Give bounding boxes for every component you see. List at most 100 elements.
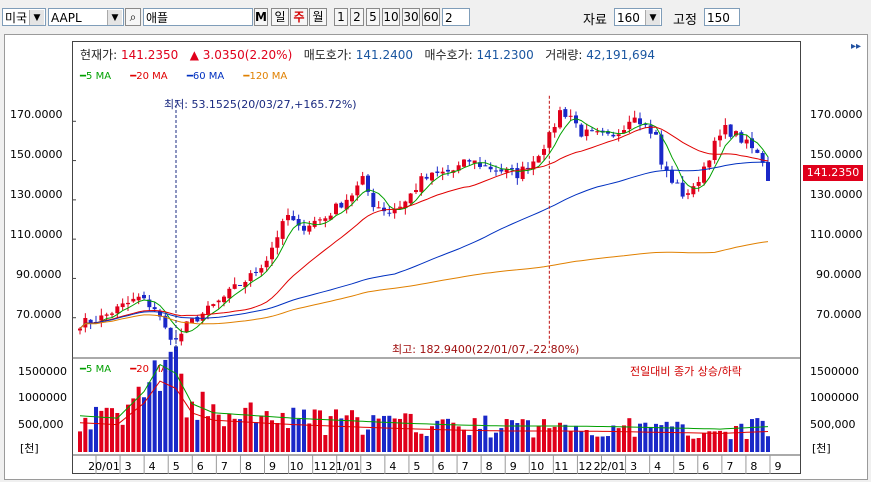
volume-bar: [339, 418, 344, 452]
search-button[interactable]: ⌕: [125, 8, 141, 26]
candle-body: [435, 171, 440, 173]
ma20-line: [79, 126, 769, 329]
candle-body: [104, 314, 109, 316]
high-annotation: 최고: 182.9400(22/01/07,-22.80%): [392, 343, 580, 356]
volume-bar: [766, 436, 770, 452]
candle-body: [568, 115, 573, 117]
volume-bar: [216, 414, 221, 452]
candle-body: [488, 166, 493, 170]
candle-body: [312, 220, 317, 227]
x-tick-label: 9: [269, 460, 276, 473]
up-arrow-icon: ▲: [189, 48, 199, 62]
volume-bar: [323, 435, 328, 452]
candle-body: [259, 268, 264, 273]
bid-value: 141.2300: [476, 48, 534, 62]
volume-bar: [680, 424, 685, 452]
candle-body: [579, 124, 584, 137]
volume-bar: [195, 419, 200, 452]
ask-label: 매도호가:: [303, 48, 352, 62]
volume-bar: [344, 415, 349, 452]
custom-minute-input[interactable]: 2: [442, 8, 470, 26]
volume-bar: [691, 438, 696, 452]
candle-body: [120, 303, 125, 308]
candle-body: [254, 271, 258, 273]
volume-bar: [744, 438, 749, 452]
chevron-down-icon[interactable]: ▼: [645, 10, 660, 25]
symbol-input[interactable]: AAPL ▼: [48, 8, 124, 26]
candle-body: [142, 294, 146, 299]
candle-body: [424, 176, 429, 179]
expand-icon[interactable]: ▸▸: [851, 41, 862, 52]
volume-bar: [120, 424, 125, 452]
period-week-button[interactable]: 주: [290, 8, 308, 26]
candle-body: [691, 186, 696, 195]
volume-bar: [462, 429, 466, 452]
chevron-down-icon[interactable]: ▼: [29, 10, 44, 25]
candle-body: [750, 138, 754, 149]
volume-bar: [723, 431, 728, 452]
x-tick-label: 3: [630, 460, 637, 473]
candle-body: [590, 130, 594, 132]
candle-body: [131, 298, 136, 302]
volume-bar: [398, 418, 402, 452]
candle-body: [675, 182, 680, 184]
vol-tick-left: 1000000: [18, 391, 67, 404]
minute-60-button[interactable]: 60: [422, 8, 440, 26]
candle-body: [430, 172, 434, 181]
volume-bar: [227, 413, 232, 452]
volume-bar: [526, 420, 530, 452]
candle-body: [659, 134, 664, 165]
candle-body: [350, 195, 354, 202]
volume-bar: [702, 433, 706, 452]
candle-body: [467, 160, 472, 162]
minute-2-button[interactable]: 2: [350, 8, 364, 26]
chevron-down-icon[interactable]: ▼: [107, 10, 122, 25]
volume-bar: [627, 418, 632, 452]
candle-body: [760, 153, 765, 163]
candle-body: [168, 327, 173, 340]
volume-bar: [318, 410, 322, 452]
volume-bar: [520, 419, 525, 452]
candle-body: [462, 159, 466, 167]
memo-button[interactable]: M: [254, 8, 268, 26]
price-value: 141.2350: [121, 48, 179, 62]
price-legend: ━5 MA ━20 MA ━60 MA ━120 MA: [80, 71, 303, 82]
minute-30-button[interactable]: 30: [402, 8, 420, 26]
candle-body: [680, 182, 685, 197]
volume-bar: [248, 402, 253, 452]
volume-bar: [547, 428, 552, 452]
candle-body: [328, 215, 333, 220]
volume-bar: [163, 359, 168, 452]
candle-body: [627, 121, 632, 130]
data-count-select[interactable]: 160 ▼: [614, 8, 662, 26]
candle-body: [552, 126, 557, 133]
fixed-count-input[interactable]: 150: [704, 8, 740, 26]
minute-10-button[interactable]: 10: [382, 8, 400, 26]
volume-bar: [574, 425, 578, 452]
candle-body: [115, 306, 120, 314]
price-label: 현재가:: [80, 48, 118, 62]
minute-1-button[interactable]: 1: [334, 8, 348, 26]
volume-bar: [328, 416, 333, 452]
period-month-button[interactable]: 월: [309, 8, 327, 26]
x-tick-label: 10: [290, 460, 304, 473]
symbol-name-value: 애플: [146, 11, 169, 25]
y-tick-right: 110.0000: [810, 228, 863, 241]
vol-unit-right: [천]: [812, 442, 831, 455]
bid-label: 매수호가:: [424, 48, 473, 62]
symbol-name-field[interactable]: 애플: [143, 8, 253, 26]
period-day-button[interactable]: 일: [271, 8, 289, 26]
candle-body: [696, 181, 701, 186]
candle-body: [494, 170, 498, 172]
market-value: 미국: [5, 11, 28, 25]
candle-body: [478, 162, 482, 167]
candle-body: [195, 316, 200, 322]
market-select[interactable]: 미국 ▼: [2, 8, 46, 26]
volume-bar: [78, 431, 82, 452]
volume-bar: [136, 386, 141, 452]
volume-bar: [152, 360, 157, 452]
volume-bar: [254, 422, 258, 452]
minute-5-button[interactable]: 5: [366, 8, 380, 26]
vol-ma5-line: [79, 363, 769, 430]
